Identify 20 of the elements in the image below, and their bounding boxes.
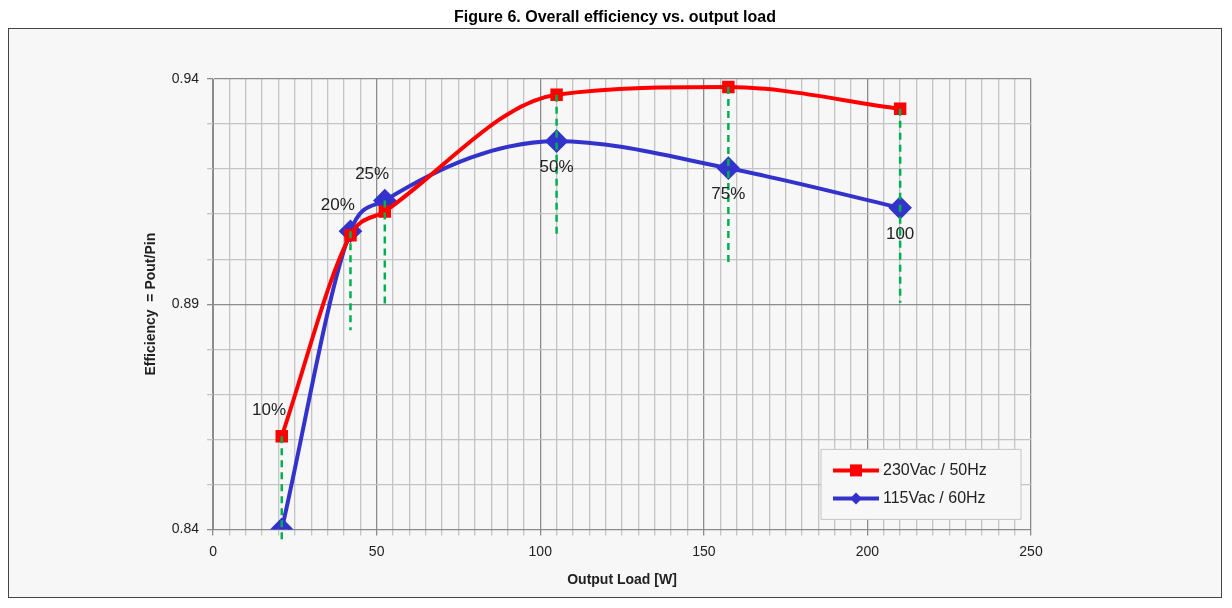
x-tick-label: 50 bbox=[368, 542, 385, 559]
legend-label: 230Vac / 50Hz bbox=[883, 460, 987, 478]
annotation: 50% bbox=[539, 156, 574, 176]
y-tick-label: 0.94 bbox=[171, 69, 200, 86]
x-tick-label: 250 bbox=[1019, 542, 1043, 559]
y-tick-label: 0.84 bbox=[171, 520, 200, 537]
annotation: 100 bbox=[885, 223, 915, 243]
x-tick-label: 200 bbox=[855, 542, 880, 559]
x-tick-label: 100 bbox=[528, 542, 553, 559]
x-tick-label: 0 bbox=[209, 542, 218, 559]
y-axis-title: Efficiency = Pout/Pin bbox=[142, 232, 159, 376]
annotation: 25% bbox=[355, 164, 390, 184]
x-axis-title: Output Load [W] bbox=[567, 571, 677, 588]
annotation: 75% bbox=[711, 183, 746, 203]
annotation: 20% bbox=[320, 194, 355, 214]
legend-label: 115Vac / 60Hz bbox=[883, 488, 986, 506]
annotation: 10% bbox=[252, 399, 287, 419]
chart-title: Figure 6. Overall efficiency vs. output load bbox=[453, 8, 777, 27]
x-tick-label: 150 bbox=[692, 542, 716, 559]
y-tick-label: 0.89 bbox=[171, 295, 200, 312]
